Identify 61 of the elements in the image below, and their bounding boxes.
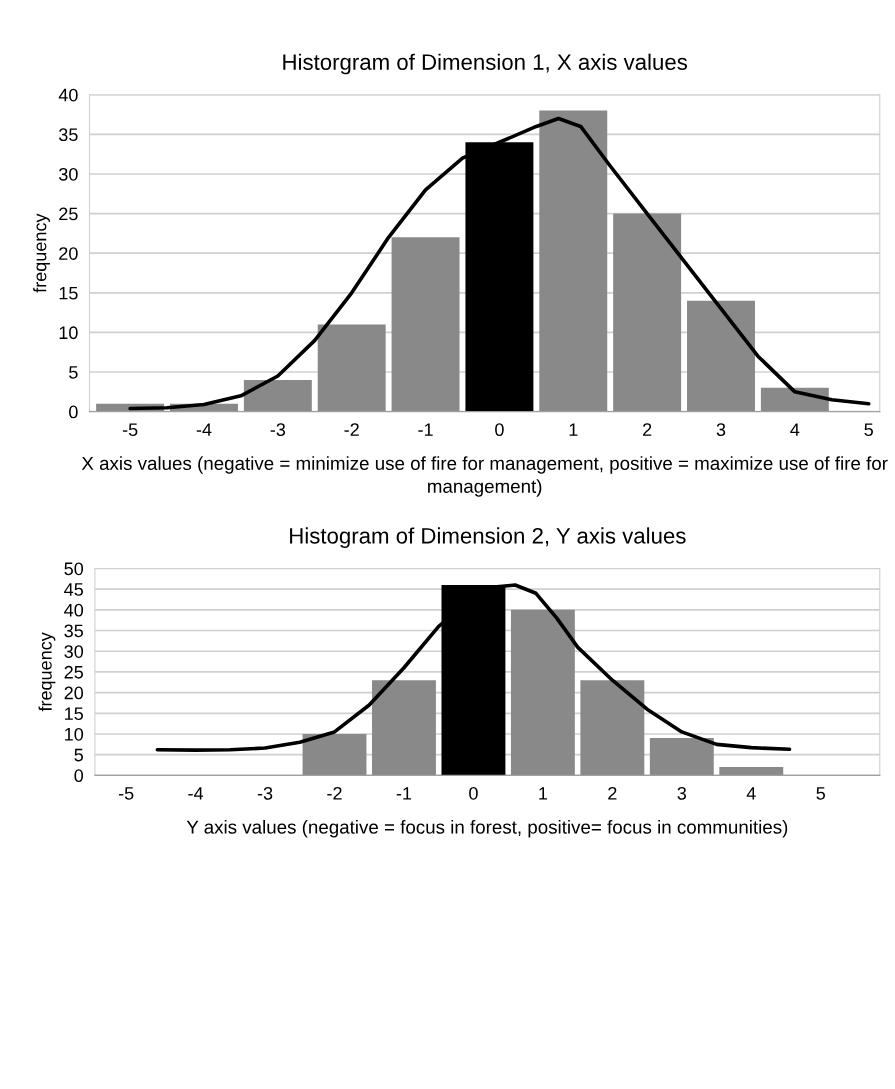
y-tick-label: 30 bbox=[64, 645, 84, 658]
x-tick-label: -1 bbox=[396, 787, 412, 800]
y-tick-label: 35 bbox=[64, 624, 83, 638]
x-tick-label: 5 bbox=[864, 423, 873, 437]
bar bbox=[687, 300, 755, 412]
bar bbox=[539, 110, 608, 412]
bar bbox=[243, 379, 312, 412]
x-tick-label: -4 bbox=[196, 423, 212, 436]
bar bbox=[372, 680, 436, 776]
y-tick-label: 15 bbox=[65, 707, 83, 721]
y-tick-label: 5 bbox=[69, 366, 78, 379]
y-axis-title: frequency bbox=[33, 213, 50, 293]
x-tick-label: -3 bbox=[270, 423, 286, 437]
y-tick-label: 15 bbox=[59, 286, 78, 300]
y-tick-label: 20 bbox=[59, 247, 78, 260]
chart-title: Historgram of Dimension 1, X axis values bbox=[283, 53, 688, 75]
x-tick-label: 4 bbox=[790, 423, 800, 436]
bar bbox=[580, 680, 645, 776]
y-tick-label: 20 bbox=[64, 686, 84, 700]
y-tick-label: 25 bbox=[64, 665, 83, 679]
x-tick-label: 2 bbox=[643, 423, 652, 436]
x-tick-label: 3 bbox=[716, 423, 726, 437]
x-tick-label: -2 bbox=[344, 423, 359, 436]
y-tick-label: 50 bbox=[64, 562, 84, 576]
y-tick-label: 40 bbox=[58, 88, 78, 102]
bar bbox=[510, 609, 575, 776]
bar bbox=[613, 213, 682, 412]
x-tick-label: -5 bbox=[122, 423, 138, 437]
y-tick-label: 45 bbox=[64, 583, 83, 596]
x-tick-label: 2 bbox=[608, 786, 617, 800]
bar bbox=[302, 733, 367, 776]
line-series bbox=[128, 116, 871, 411]
x-tick-label: -2 bbox=[327, 786, 342, 800]
y-tick-label: 0 bbox=[69, 405, 78, 419]
x-tick-label: -1 bbox=[418, 423, 433, 436]
x-tick-label: 0 bbox=[469, 786, 478, 800]
y-tick-label: 40 bbox=[64, 603, 84, 617]
bar bbox=[391, 237, 460, 412]
x-tick-label: 1 bbox=[569, 423, 578, 436]
x-tick-label: 1 bbox=[539, 787, 548, 800]
y-axis-title: frequency bbox=[38, 632, 56, 712]
x-tick-label: 3 bbox=[677, 786, 687, 800]
y-tick-label: 30 bbox=[59, 167, 78, 181]
y-tick-label: 35 bbox=[59, 128, 78, 142]
y-tick-label: 0 bbox=[74, 769, 84, 783]
y-tick-label: 5 bbox=[74, 748, 83, 762]
x-tick-label: -5 bbox=[118, 787, 134, 800]
x-axis-title: Y axis values (negative = focus in forest, positive= focus in communities) bbox=[186, 819, 788, 838]
x-tick-label: 0 bbox=[495, 423, 504, 437]
x-tick-label: -4 bbox=[188, 787, 204, 800]
x-tick-label: 4 bbox=[746, 787, 756, 800]
x-tick-label: -3 bbox=[257, 786, 273, 800]
y-tick-label: 10 bbox=[59, 326, 78, 340]
x-axis-title: X axis values (negative = minimize use of fire for management, positive = maximize use of fire for management) bbox=[81, 456, 888, 497]
y-tick-label: 25 bbox=[59, 207, 78, 221]
bar bbox=[649, 738, 714, 776]
bar bbox=[719, 767, 784, 776]
y-tick-label: 10 bbox=[65, 727, 84, 741]
chart-title: Histogram of Dimension 2, Y axis values bbox=[290, 527, 686, 549]
bar bbox=[317, 324, 386, 412]
x-tick-label: 5 bbox=[816, 787, 826, 800]
